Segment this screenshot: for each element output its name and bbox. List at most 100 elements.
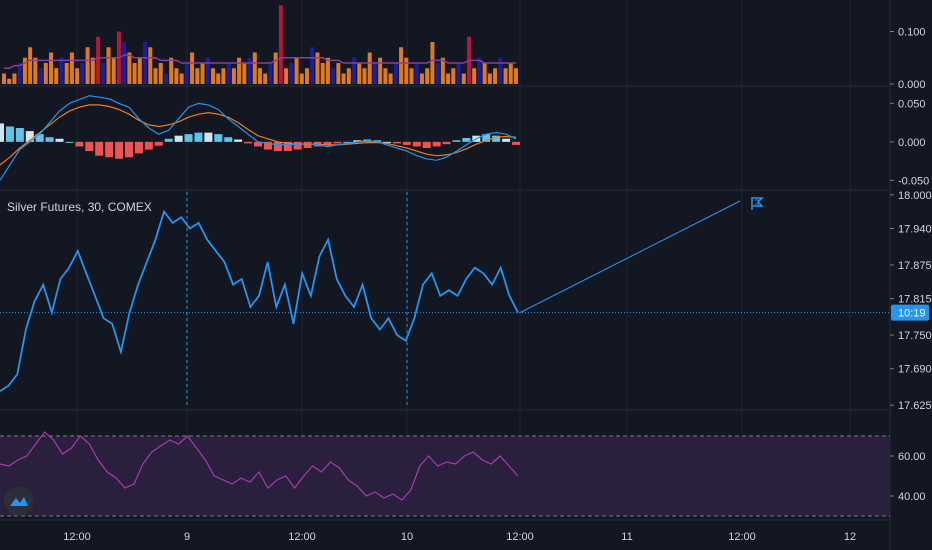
volume-axis-label: 0.100 — [898, 27, 926, 39]
volume-bar — [38, 68, 43, 84]
volume-bar — [210, 68, 215, 84]
volume-bar — [200, 63, 205, 84]
volume-bar — [242, 63, 247, 84]
volume-bar — [169, 57, 174, 84]
volume-bar — [482, 63, 487, 84]
volume-bar — [2, 73, 6, 84]
macd-histogram-bar — [263, 141, 272, 150]
volume-bar — [284, 68, 289, 84]
time-axis[interactable]: 12:00 9 12:00 10 12:00 11 12:00 12 — [63, 531, 856, 543]
volume-bar — [325, 57, 330, 84]
macd-histogram-bar — [452, 140, 461, 142]
volume-bar — [498, 57, 503, 84]
volume-bar — [12, 73, 17, 84]
price-tag-bg — [891, 304, 929, 321]
macd-histogram-bar — [154, 141, 163, 146]
volume-bar — [451, 68, 456, 84]
macd-histogram-bar — [512, 141, 520, 145]
time-axis-label: 12 — [844, 531, 856, 543]
logo-icon[interactable] — [4, 486, 34, 516]
price-axis-label: 17.750 — [898, 330, 932, 342]
macd-histogram-bar — [35, 134, 44, 142]
volume-bar — [22, 57, 27, 84]
macd-histogram-bar — [25, 131, 34, 142]
volume-bar — [80, 63, 85, 84]
macd-histogram-bar — [432, 141, 441, 147]
price-line — [0, 209, 519, 392]
volume-bar — [346, 68, 351, 84]
macd-histogram-bar — [502, 138, 511, 142]
macd-line — [0, 95, 517, 181]
rsi-axis-label: 40.00 — [898, 491, 926, 503]
macd-histogram-bar — [55, 138, 64, 142]
price-axis-label: 17.815 — [898, 294, 932, 306]
volume-bar — [163, 73, 168, 84]
macd-histogram-bar — [85, 141, 94, 152]
volume-bar — [367, 52, 372, 84]
volume-bar — [174, 68, 179, 84]
volume-bar — [310, 47, 315, 84]
volume-bar — [221, 68, 226, 84]
volume-bar — [461, 73, 466, 84]
macd-histogram-bar — [482, 134, 491, 142]
volume-bar — [247, 57, 252, 84]
volume-bar — [195, 68, 200, 84]
volume-bar — [96, 36, 101, 84]
volume-bar — [90, 57, 95, 84]
price-axis: 0.100 0.000 0.050 0.000 -0.050 18.000 17.940 17… — [890, 27, 932, 503]
macd-histogram-bar — [273, 141, 282, 152]
volume-bar — [231, 68, 236, 84]
macd-histogram-bar — [164, 138, 173, 142]
volume-bar — [388, 73, 393, 84]
price-axis-label: 18.000 — [898, 190, 932, 202]
volume-bar — [7, 78, 12, 84]
volume-bar — [440, 57, 445, 84]
volume-bar — [122, 42, 127, 84]
volume-axis-label: 0.000 — [898, 79, 926, 91]
macd-histogram-bar — [234, 139, 243, 142]
time-axis-label: 12:00 — [288, 531, 316, 543]
macd-histogram-bar — [333, 141, 342, 144]
volume-bar — [419, 73, 424, 84]
macd-histogram-bar — [303, 141, 312, 148]
time-axis-label: 11 — [621, 531, 632, 543]
volume-bar — [341, 73, 346, 84]
volume-bar — [158, 63, 163, 84]
volume-bar — [289, 63, 294, 84]
price-panel — [0, 192, 890, 408]
volume-bar — [472, 68, 477, 84]
rsi-panel — [0, 431, 890, 517]
price-axis-label: 17.625 — [898, 400, 932, 412]
trend-line — [519, 200, 741, 314]
volume-bar — [352, 57, 357, 84]
volume-bar — [268, 63, 273, 84]
volume-bar — [216, 73, 221, 84]
volume-bar — [33, 57, 38, 84]
macd-histogram-bar — [45, 137, 54, 142]
macd-histogram-bar — [15, 128, 24, 142]
macd-histogram-bar — [0, 123, 4, 142]
price-tag: 10:19 — [898, 308, 926, 320]
volume-bar — [17, 63, 22, 84]
volume-bar — [137, 57, 142, 84]
rsi-band — [0, 436, 890, 516]
macd-histogram-bar — [442, 141, 451, 145]
macd-histogram-bar — [383, 141, 391, 143]
macd-histogram-bar — [392, 141, 401, 144]
volume-bar — [430, 42, 435, 84]
volume-bar — [28, 47, 33, 84]
volume-bar — [383, 68, 388, 84]
macd-histogram-bar — [134, 141, 143, 154]
volume-bar — [425, 68, 430, 84]
macd-histogram-bar — [214, 134, 223, 142]
volume-bar — [357, 63, 362, 84]
volume-bar — [399, 47, 404, 84]
volume-bar — [132, 63, 137, 84]
macd-axis-label: 0.000 — [898, 137, 926, 149]
flag-icon[interactable] — [751, 197, 764, 210]
macd-histogram-bar — [254, 141, 262, 147]
volume-bar — [294, 57, 299, 84]
volume-bar — [414, 63, 419, 84]
volume-bar — [409, 68, 414, 84]
